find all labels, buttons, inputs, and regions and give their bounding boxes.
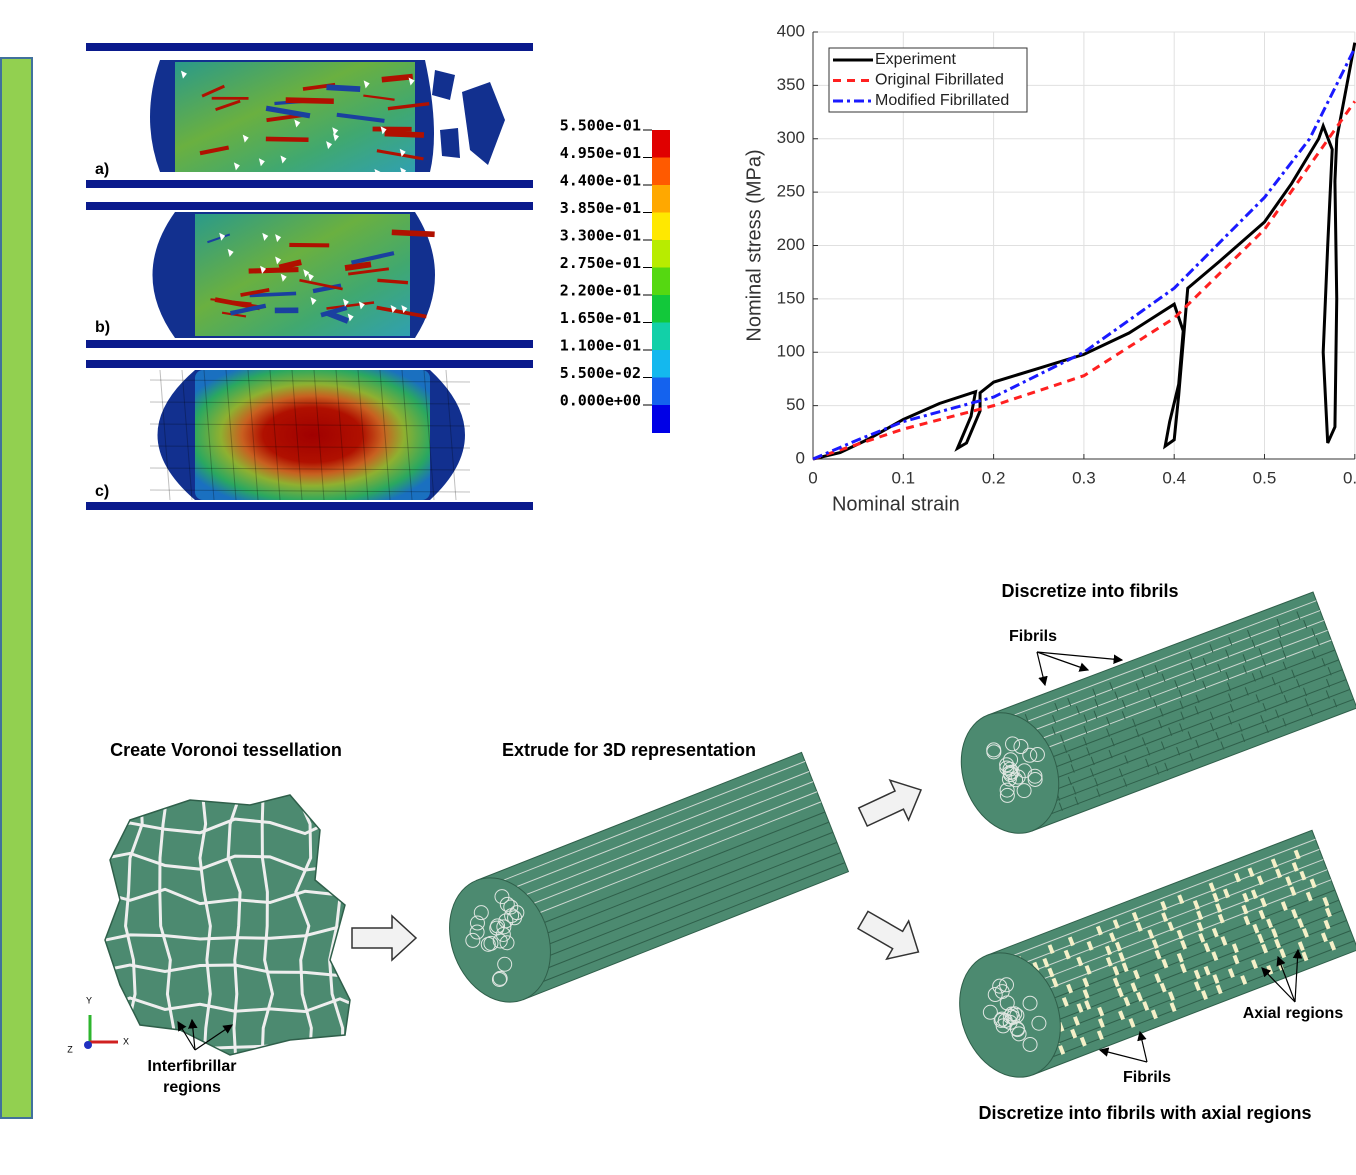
fe-streak <box>345 264 371 268</box>
x-tick-label: 0.3 <box>1072 468 1096 487</box>
triad <box>84 1041 92 1049</box>
cell-edge <box>95 784 375 797</box>
y-axis-label: Nominal stress (MPa) <box>743 149 765 341</box>
colorbar-swatch <box>652 240 670 268</box>
plate <box>86 360 533 368</box>
pointer <box>1037 652 1045 685</box>
colorbar-swatch <box>652 295 670 323</box>
annotation: regions <box>163 1079 221 1096</box>
axis-triad-label: Y <box>86 995 92 1005</box>
annotation: Fibrils <box>1009 628 1057 645</box>
colorbar-swatch <box>652 185 670 213</box>
block-arrow <box>852 901 929 971</box>
step-title: Discretize into fibrils <box>1001 581 1178 601</box>
y-tick-label: 200 <box>777 235 805 254</box>
colorbar-swatch <box>652 323 670 351</box>
step-title: Extrude for 3D representation <box>502 740 756 760</box>
annotation: Fibrils <box>1123 1069 1171 1086</box>
panel-label: b) <box>95 319 110 336</box>
colorbar-label: 1.100e-01 <box>560 337 641 355</box>
fe-streak <box>382 77 413 80</box>
colorbar-swatch <box>652 350 670 378</box>
fe-streak <box>326 87 360 89</box>
y-tick-label: 300 <box>777 128 805 147</box>
legend-label: Experiment <box>875 51 956 68</box>
plate <box>86 202 533 210</box>
plate <box>86 502 533 510</box>
block-arrow <box>854 770 931 837</box>
fe-fragment <box>462 82 505 165</box>
plate <box>86 180 533 188</box>
fe-streak <box>286 100 334 101</box>
page: a) b) c) 5.500e-01 4.950e-01 4.400e-01 3.850e-… <box>0 0 1356 1175</box>
pointer <box>1100 1050 1147 1062</box>
colorbar-label: 4.400e-01 <box>560 172 641 190</box>
colorbar-label: 3.300e-01 <box>560 227 641 245</box>
x-tick-label: 0 <box>808 468 817 487</box>
plate <box>86 340 533 348</box>
panel-label: a) <box>95 161 109 178</box>
colorbar-label: 5.500e-01 <box>560 117 641 135</box>
x-tick-label: 0.1 <box>891 468 915 487</box>
axis-triad-label: X <box>123 1036 129 1046</box>
colorbar-label: 0.000e+00 <box>560 392 641 410</box>
colorbar-swatch <box>652 213 670 241</box>
fe-streak <box>392 232 435 234</box>
x-tick-label: 0.4 <box>1162 468 1186 487</box>
y-tick-label: 400 <box>777 21 805 40</box>
y-tick-label: 100 <box>777 342 805 361</box>
pointer <box>1140 1032 1147 1062</box>
colorbar-swatch <box>652 268 670 296</box>
fe-streak <box>266 139 309 140</box>
y-tick-label: 250 <box>777 182 805 201</box>
legend-label: Original Fibrillated <box>875 72 1004 89</box>
step-title: Create Voronoi tessellation <box>110 740 342 760</box>
plate <box>86 43 533 51</box>
panel-label: c) <box>95 483 109 500</box>
x-tick-label: 0.5 <box>1253 468 1277 487</box>
cell-edge <box>92 790 108 1062</box>
colorbar-swatch <box>652 378 670 406</box>
colorbar-label: 1.650e-01 <box>560 309 641 327</box>
step-title: Discretize into fibrils with axial regio… <box>978 1103 1311 1123</box>
fe-fragment <box>440 128 460 158</box>
block-arrow <box>352 916 416 960</box>
colorbar-swatch <box>652 130 670 158</box>
annotation: Interfibrillar <box>148 1058 237 1075</box>
colorbar-label: 5.500e-02 <box>560 364 641 382</box>
colorbar-label: 2.200e-01 <box>560 282 641 300</box>
x-axis-label: Nominal strain <box>832 493 960 515</box>
y-tick-label: 50 <box>786 395 805 414</box>
voronoi-fill <box>105 795 350 1055</box>
y-tick-label: 350 <box>777 75 805 94</box>
fe-streak <box>249 270 299 272</box>
colorbar-label: 2.750e-01 <box>560 254 641 272</box>
fe-body <box>195 370 430 500</box>
legend-label: Modified Fibrillated <box>875 92 1009 109</box>
x-tick-label: 0.6 <box>1343 468 1356 487</box>
fe-fragment <box>432 70 455 100</box>
colorbar-swatch <box>652 405 670 433</box>
voronoi <box>92 784 375 1062</box>
figure: a) b) c) 5.500e-01 4.950e-01 4.400e-01 3.850e-… <box>0 0 1356 1175</box>
y-tick-label: 150 <box>777 288 805 307</box>
colorbar-label: 4.950e-01 <box>560 144 641 162</box>
sidebar <box>1 58 32 1118</box>
colorbar-label: 3.850e-01 <box>560 199 641 217</box>
x-tick-label: 0.2 <box>982 468 1006 487</box>
y-tick-label: 0 <box>796 448 805 467</box>
fe-body <box>195 214 410 336</box>
axis-triad-label: Z <box>67 1044 73 1054</box>
colorbar-swatch <box>652 158 670 186</box>
annotation: Axial regions <box>1243 1005 1344 1022</box>
fe-streak <box>385 134 424 136</box>
